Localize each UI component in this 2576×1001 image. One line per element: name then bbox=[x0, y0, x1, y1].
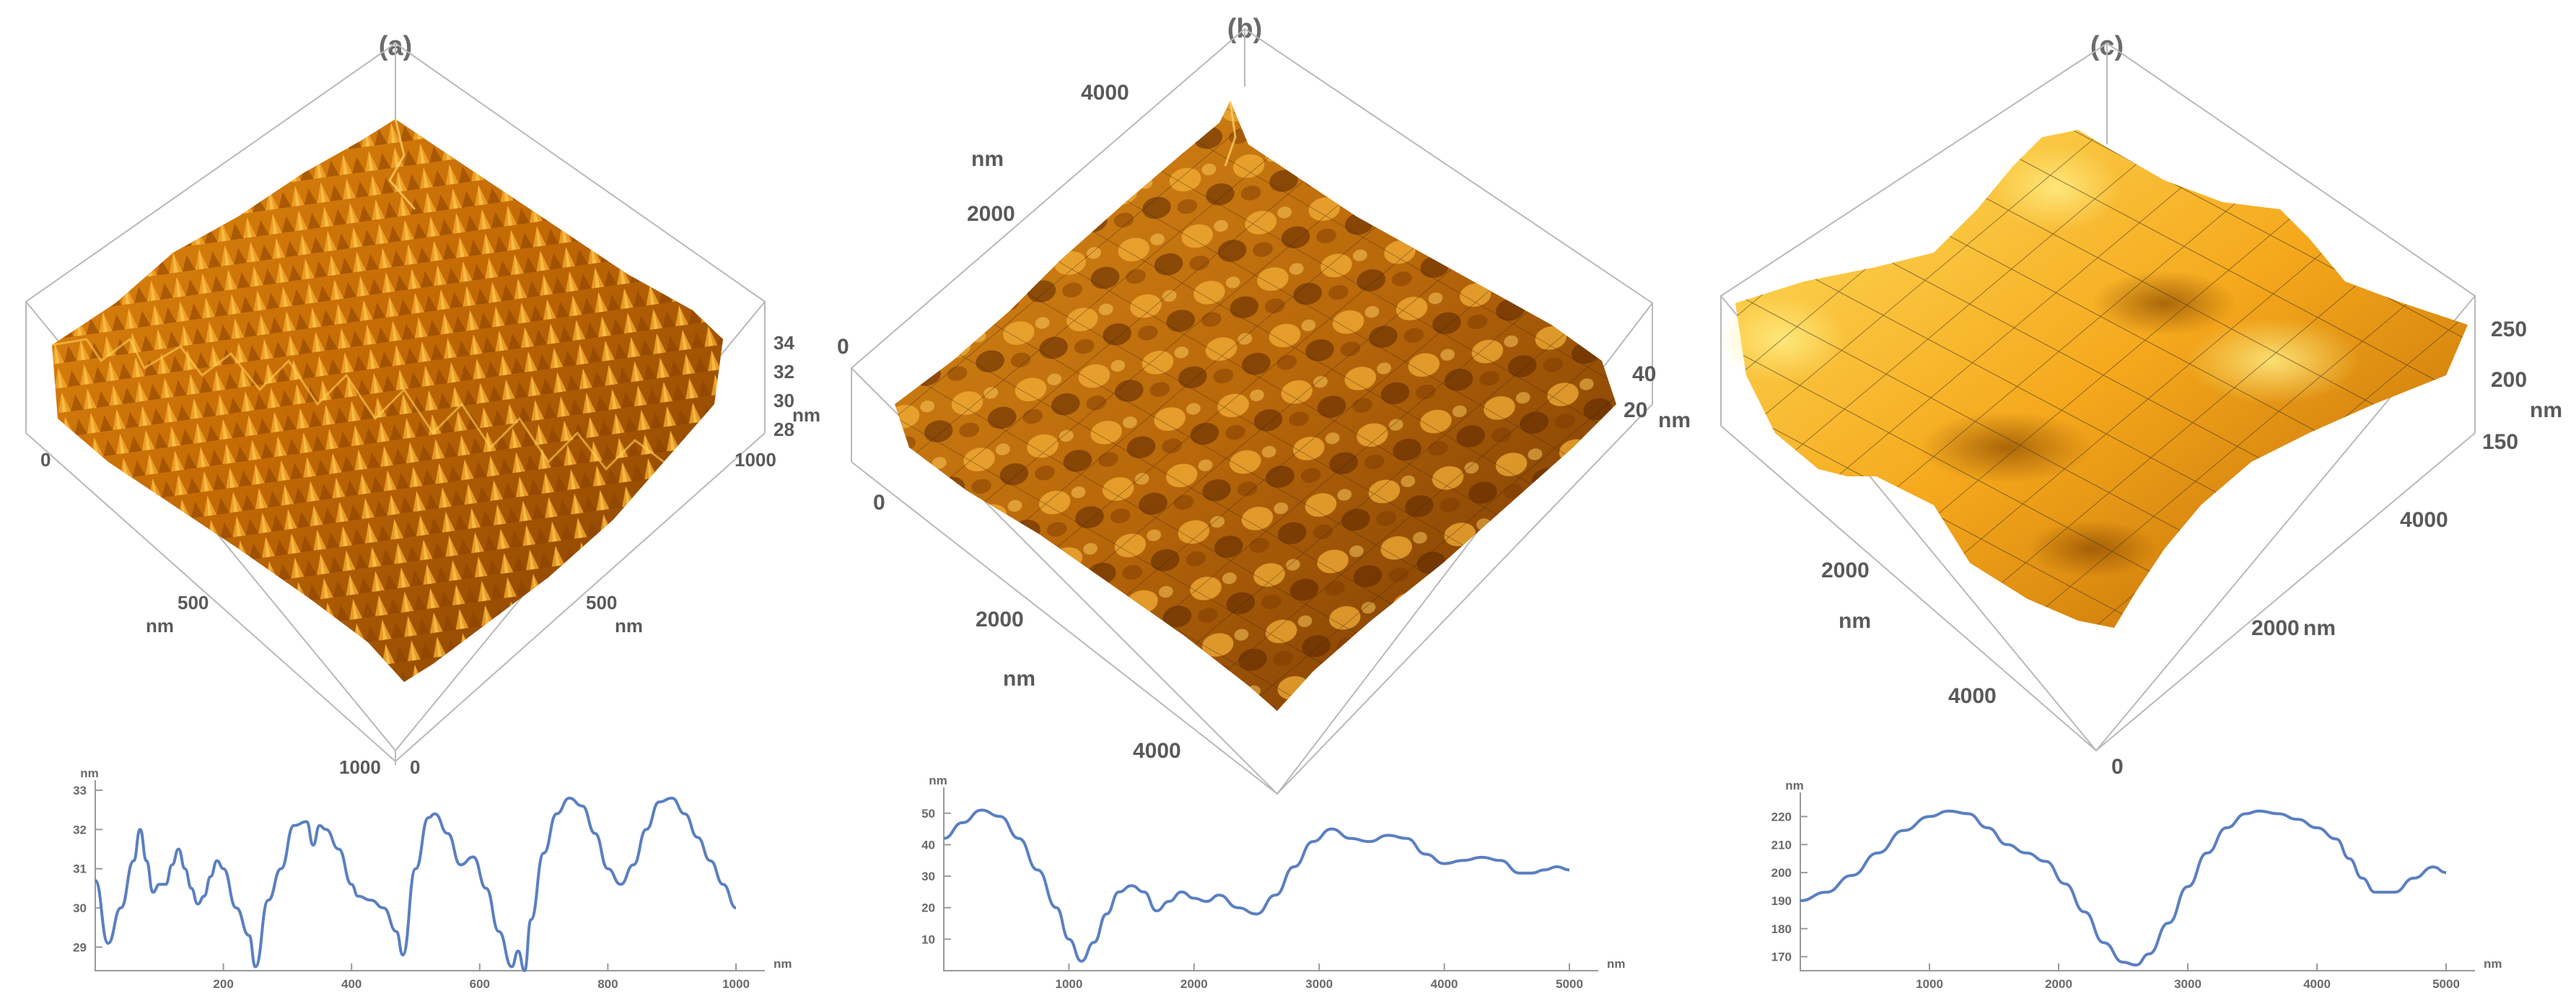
x-tick-label: 600 bbox=[470, 977, 490, 991]
tick-label: 4000 bbox=[1081, 81, 1129, 105]
xy-axis-left: 0 500 nm 1000 bbox=[40, 449, 381, 778]
tick-label: 4000 bbox=[1133, 739, 1181, 763]
tick-label: 500 bbox=[178, 592, 209, 613]
profile-line bbox=[943, 808, 1570, 963]
x-unit-label: nm bbox=[774, 957, 792, 971]
axis-unit-label: nm bbox=[1003, 667, 1035, 691]
x-tick-label: 3000 bbox=[2174, 977, 2202, 991]
bounding-box bbox=[850, 27, 1654, 795]
y-tick-label: 32 bbox=[73, 823, 87, 836]
z-axis: 40 20 nm bbox=[1624, 362, 1691, 432]
y-tick-label: 220 bbox=[1771, 810, 1792, 823]
x-tick-label: 1000 bbox=[1916, 977, 1943, 991]
tick-label: 1000 bbox=[735, 449, 776, 471]
z-tick-label: 34 bbox=[774, 332, 794, 354]
y-tick-label: 210 bbox=[1771, 838, 1792, 852]
x-tick-label: 2000 bbox=[2045, 977, 2072, 991]
x-tick-label: 5000 bbox=[1556, 977, 1583, 991]
x-tick-label: 800 bbox=[597, 977, 618, 991]
tick-label: 0 bbox=[40, 449, 51, 471]
panel-b: (b) 4000 nm 2000 0 0 2000 nm 4000 40 bbox=[837, 14, 1691, 795]
y-tick-label: 33 bbox=[73, 784, 87, 797]
tick-label: 2000 bbox=[2251, 616, 2300, 640]
x-tick-label: 4000 bbox=[2303, 977, 2331, 991]
tick-label: 0 bbox=[873, 491, 885, 515]
z-unit-label: nm bbox=[2530, 398, 2562, 422]
tick-label: 2000 bbox=[1821, 559, 1870, 582]
y-tick-label: 180 bbox=[1771, 922, 1792, 936]
x-unit-label: nm bbox=[2484, 957, 2502, 971]
x-tick-label: 2000 bbox=[1180, 977, 1208, 991]
x-tick-label: 5000 bbox=[2432, 977, 2460, 991]
profile-axes bbox=[95, 780, 765, 971]
x-unit-label: nm bbox=[1607, 957, 1626, 971]
z-tick-label: 200 bbox=[2491, 368, 2527, 392]
y-unit-label: nm bbox=[80, 766, 99, 780]
z-tick-label: 150 bbox=[2482, 430, 2518, 454]
tick-label: 0 bbox=[410, 756, 420, 778]
tick-label: 500 bbox=[586, 592, 617, 613]
panel-c: (c) 250 200 nm 150 2000 nm 4000 bbox=[1717, 31, 2562, 779]
profile-line bbox=[94, 796, 737, 972]
profile-chart-c: nm nm 220 210 200 190 180 170 1000 2000 3000 4000 50… bbox=[1771, 779, 2502, 991]
y-tick-label: 30 bbox=[73, 901, 87, 915]
z-tick-label: 32 bbox=[774, 361, 794, 383]
profile-line bbox=[1800, 809, 2447, 967]
panel-a: (a) 34 32 30 nm 28 0 500 nm 1000 bbox=[25, 31, 820, 778]
y-tick-label: 40 bbox=[921, 838, 935, 852]
tick-label: 4000 bbox=[1948, 684, 1997, 708]
z-unit-label: nm bbox=[792, 404, 820, 426]
xy-axis-right: 0 2000 nm 4000 bbox=[2111, 508, 2448, 779]
z-tick-label: 20 bbox=[1624, 398, 1647, 422]
surface-plot bbox=[1717, 130, 2468, 628]
profile-axes bbox=[1800, 792, 2475, 971]
surface-plot bbox=[51, 118, 723, 682]
y-tick-label: 190 bbox=[1771, 894, 1792, 908]
x-tick-label: 400 bbox=[341, 977, 362, 991]
axis-unit-label: nm bbox=[2303, 616, 2336, 640]
tick-label: 0 bbox=[837, 335, 849, 359]
axis-unit-label: nm bbox=[146, 615, 174, 637]
axis-unit-label: nm bbox=[1839, 609, 1871, 633]
z-axis: 34 32 30 nm 28 bbox=[774, 332, 820, 440]
axis-unit-label: nm bbox=[615, 615, 643, 637]
profile-chart-b: nm nm 50 40 30 20 10 1000 2000 3000 4000 5000 bbox=[921, 774, 1625, 991]
y-tick-label: 170 bbox=[1771, 950, 1792, 964]
xy-axis-right: 0 500 nm 1000 bbox=[410, 449, 776, 778]
surface-plot bbox=[895, 100, 1616, 711]
y-tick-label: 29 bbox=[73, 940, 87, 954]
x-tick-label: 1000 bbox=[722, 977, 750, 991]
x-tick-label: 3000 bbox=[1305, 977, 1333, 991]
y-tick-label: 50 bbox=[921, 807, 935, 821]
z-tick-label: 40 bbox=[1632, 362, 1656, 386]
tick-label: 2000 bbox=[967, 202, 1015, 226]
tick-label: 1000 bbox=[339, 756, 381, 778]
z-tick-label: 30 bbox=[774, 390, 794, 411]
y-unit-label: nm bbox=[929, 774, 947, 787]
x-tick-label: 200 bbox=[213, 977, 233, 991]
y-unit-label: nm bbox=[1785, 779, 1804, 792]
profile-axes bbox=[943, 787, 1598, 971]
xy-axis-left: 2000 nm 4000 bbox=[1821, 559, 1997, 708]
y-tick-label: 10 bbox=[921, 932, 935, 946]
z-tick-label: 28 bbox=[774, 419, 794, 440]
z-axis: 250 200 nm 150 bbox=[2482, 318, 2562, 454]
xy-axis-left: 4000 nm 2000 0 bbox=[837, 81, 1129, 359]
profile-chart-a: nm nm 33 32 31 30 29 200 400 600 800 1000 bbox=[73, 766, 792, 991]
y-tick-label: 30 bbox=[921, 870, 935, 883]
xy-axis-bottom: 0 2000 nm 4000 bbox=[873, 491, 1181, 763]
tick-label: 0 bbox=[2111, 755, 2124, 779]
axis-unit-label: nm bbox=[971, 147, 1004, 171]
y-tick-label: 200 bbox=[1771, 866, 1792, 880]
y-tick-label: 20 bbox=[921, 901, 935, 915]
x-tick-label: 4000 bbox=[1431, 977, 1458, 991]
tick-label: 4000 bbox=[2400, 508, 2448, 532]
y-tick-label: 31 bbox=[73, 862, 87, 876]
tick-label: 2000 bbox=[976, 608, 1024, 631]
bounding-box bbox=[1719, 42, 2476, 752]
x-tick-label: 1000 bbox=[1055, 977, 1082, 991]
z-unit-label: nm bbox=[1658, 408, 1691, 432]
z-tick-label: 250 bbox=[2491, 318, 2527, 341]
